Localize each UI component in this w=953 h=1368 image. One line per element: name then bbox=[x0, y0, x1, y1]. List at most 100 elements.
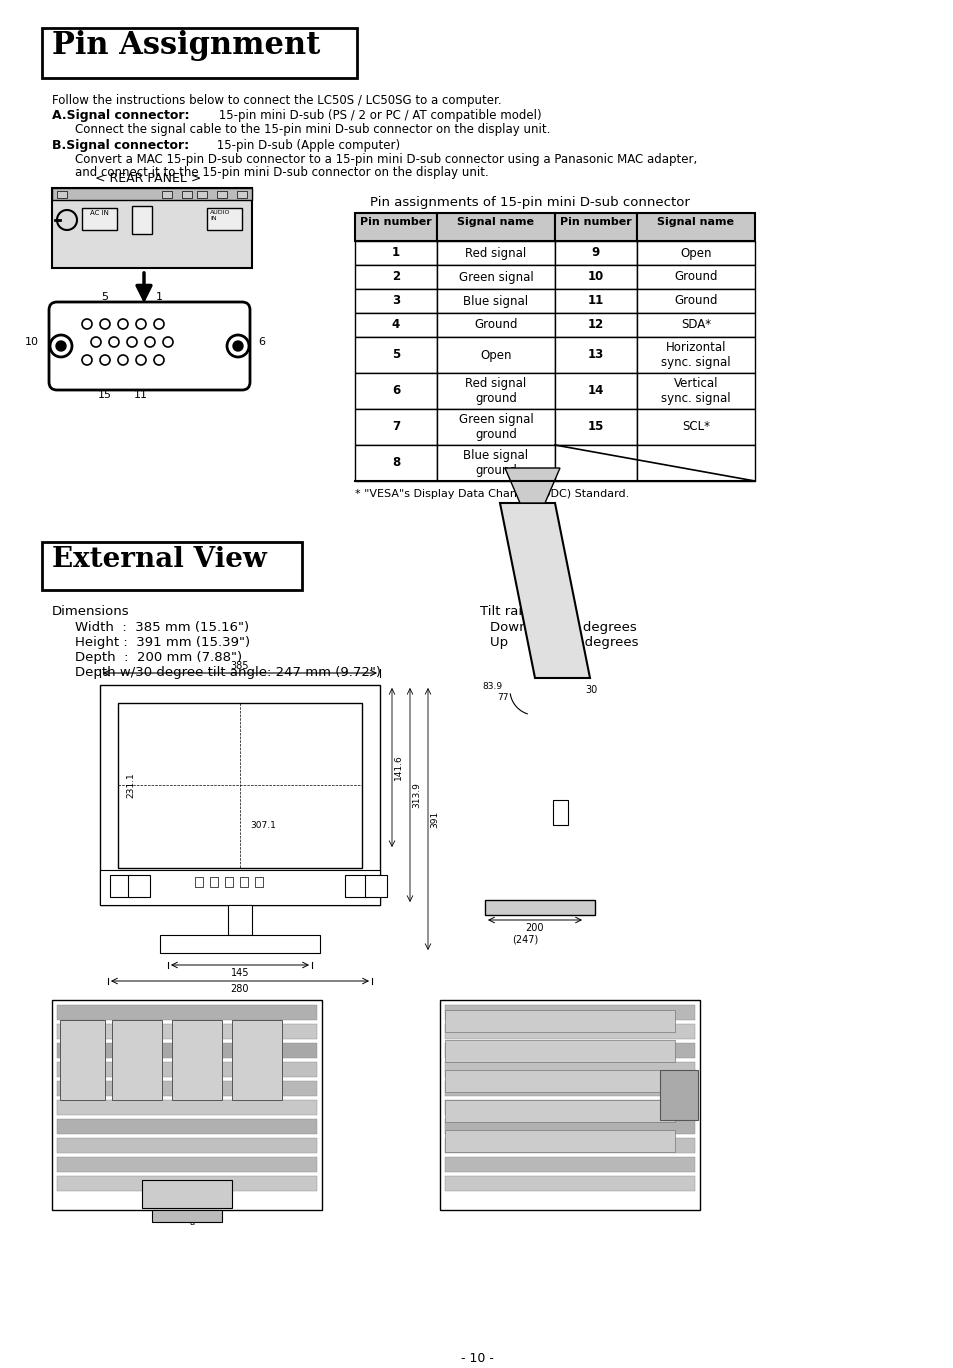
Bar bbox=[355, 373, 436, 409]
Bar bbox=[42, 27, 356, 78]
Text: 11: 11 bbox=[587, 294, 603, 308]
Text: 280: 280 bbox=[231, 984, 249, 995]
Bar bbox=[355, 265, 436, 289]
Text: a: a bbox=[190, 1218, 194, 1227]
Text: 1: 1 bbox=[392, 246, 399, 260]
Bar bbox=[355, 289, 436, 313]
Bar bbox=[444, 1157, 695, 1172]
Text: 145: 145 bbox=[231, 969, 249, 978]
Bar bbox=[637, 337, 754, 373]
Bar bbox=[57, 1042, 316, 1057]
Bar bbox=[355, 241, 436, 265]
Text: 15-pin D-sub (Apple computer): 15-pin D-sub (Apple computer) bbox=[213, 140, 399, 152]
Polygon shape bbox=[504, 468, 559, 503]
Text: Blue signal
ground: Blue signal ground bbox=[463, 449, 528, 477]
Bar bbox=[110, 876, 132, 897]
Text: 15-pin mini D-sub (PS / 2 or PC / AT compatible model): 15-pin mini D-sub (PS / 2 or PC / AT com… bbox=[214, 109, 541, 122]
Text: - 10 -: - 10 - bbox=[460, 1352, 493, 1365]
Bar bbox=[436, 337, 555, 373]
Polygon shape bbox=[499, 503, 589, 679]
Bar bbox=[57, 1119, 316, 1134]
Bar bbox=[152, 1211, 222, 1222]
Text: 15: 15 bbox=[98, 390, 112, 399]
Text: 313.9: 313.9 bbox=[412, 782, 420, 808]
Text: Convert a MAC 15-pin D-sub connector to a 15-pin mini D-sub connector using a Pa: Convert a MAC 15-pin D-sub connector to … bbox=[75, 153, 697, 166]
Bar bbox=[444, 1010, 675, 1031]
Bar bbox=[118, 703, 361, 869]
Bar bbox=[162, 192, 172, 198]
Bar bbox=[100, 685, 379, 906]
Text: A.Signal connector:: A.Signal connector: bbox=[52, 109, 190, 122]
Bar bbox=[555, 373, 637, 409]
Bar bbox=[637, 373, 754, 409]
Bar bbox=[128, 876, 150, 897]
Bar bbox=[52, 187, 252, 200]
Text: Height :  391 mm (15.39"): Height : 391 mm (15.39") bbox=[75, 636, 250, 648]
Bar bbox=[57, 1100, 316, 1115]
Text: 141.6: 141.6 bbox=[394, 754, 402, 780]
Bar bbox=[345, 876, 367, 897]
Bar bbox=[52, 187, 252, 268]
Bar bbox=[57, 1005, 316, 1021]
Bar bbox=[444, 1130, 675, 1152]
Text: Pin number: Pin number bbox=[559, 218, 631, 227]
Text: 5: 5 bbox=[392, 349, 399, 361]
Bar bbox=[196, 192, 207, 198]
Text: 200: 200 bbox=[525, 923, 543, 933]
Text: Up          :  30 degrees: Up : 30 degrees bbox=[490, 636, 638, 648]
Bar bbox=[444, 1005, 695, 1021]
Bar bbox=[355, 213, 436, 241]
Bar bbox=[444, 1176, 695, 1192]
Text: Vertical
sync. signal: Vertical sync. signal bbox=[660, 378, 730, 405]
Text: 10: 10 bbox=[587, 271, 603, 283]
Bar bbox=[160, 934, 319, 953]
Text: AUDIO
IN: AUDIO IN bbox=[210, 211, 231, 220]
Bar bbox=[555, 313, 637, 337]
Bar bbox=[637, 241, 754, 265]
Bar bbox=[436, 445, 555, 482]
Text: Width  :  385 mm (15.16"): Width : 385 mm (15.16") bbox=[75, 621, 249, 633]
Text: Signal name: Signal name bbox=[657, 218, 734, 227]
Bar bbox=[365, 876, 387, 897]
Text: 4: 4 bbox=[392, 319, 399, 331]
Text: 391: 391 bbox=[430, 810, 438, 828]
Text: Dimensions: Dimensions bbox=[52, 605, 130, 618]
Bar bbox=[436, 289, 555, 313]
Bar bbox=[436, 241, 555, 265]
Bar bbox=[436, 213, 555, 241]
Bar bbox=[637, 289, 754, 313]
Text: 6: 6 bbox=[392, 384, 399, 398]
Text: 8: 8 bbox=[392, 457, 399, 469]
Bar bbox=[355, 313, 436, 337]
Text: Red signal
ground: Red signal ground bbox=[465, 378, 526, 405]
Text: External View: External View bbox=[52, 546, 267, 573]
Bar bbox=[57, 1081, 316, 1096]
Bar bbox=[57, 1157, 316, 1172]
Bar bbox=[240, 877, 248, 886]
Bar bbox=[444, 1119, 695, 1134]
Text: * "VESA"s Display Data Channel (DDC) Standard.: * "VESA"s Display Data Channel (DDC) Sta… bbox=[355, 488, 629, 499]
Text: Pin number: Pin number bbox=[359, 218, 432, 227]
Text: Down     :    0 degrees: Down : 0 degrees bbox=[490, 621, 636, 633]
Text: Signal name: Signal name bbox=[457, 218, 534, 227]
Bar bbox=[52, 1000, 322, 1211]
Bar bbox=[236, 192, 247, 198]
Bar bbox=[225, 877, 233, 886]
Bar bbox=[355, 337, 436, 373]
Bar bbox=[439, 1000, 700, 1211]
Bar bbox=[484, 900, 595, 915]
Text: 30: 30 bbox=[584, 685, 597, 695]
Text: < REAR PANEL >: < REAR PANEL > bbox=[95, 172, 201, 185]
Bar bbox=[555, 337, 637, 373]
Bar bbox=[444, 1040, 675, 1062]
Bar bbox=[57, 1176, 316, 1192]
Bar bbox=[637, 213, 754, 241]
Text: Horizontal
sync. signal: Horizontal sync. signal bbox=[660, 341, 730, 369]
Bar bbox=[444, 1081, 695, 1096]
Bar bbox=[355, 445, 436, 482]
Bar bbox=[132, 207, 152, 234]
Text: Open: Open bbox=[479, 349, 511, 361]
Bar bbox=[57, 192, 67, 198]
Bar bbox=[172, 1021, 222, 1100]
Text: B.Signal connector:: B.Signal connector: bbox=[52, 140, 189, 152]
